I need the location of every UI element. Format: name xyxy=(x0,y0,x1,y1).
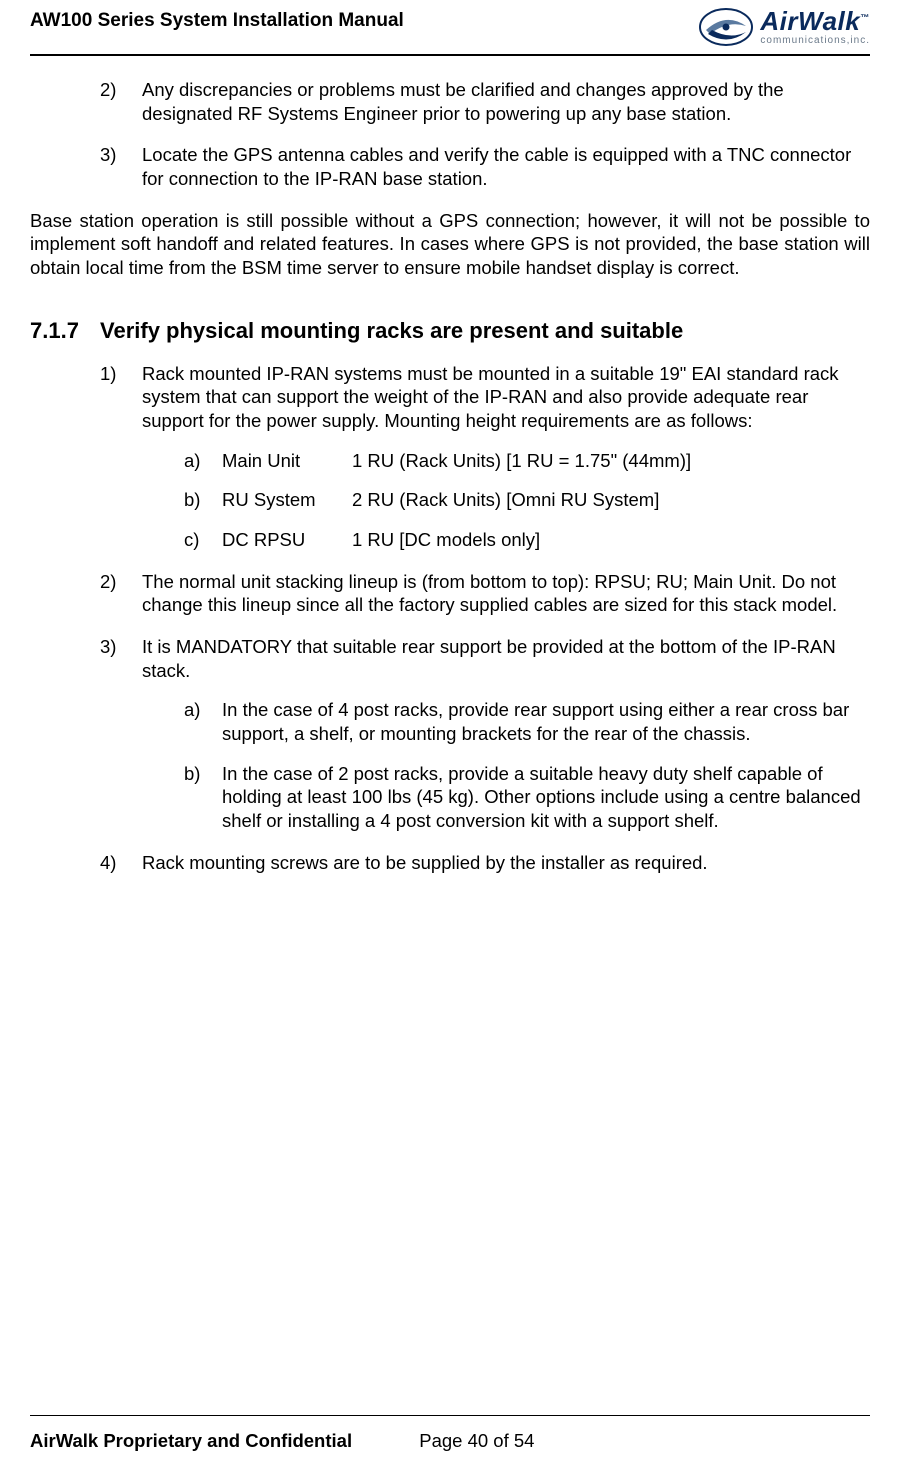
alpha-marker: a) xyxy=(184,698,200,722)
list-text: Any discrepancies or problems must be cl… xyxy=(142,79,784,124)
list-marker: 2) xyxy=(100,570,116,594)
alpha-list: a) In the case of 4 post racks, provide … xyxy=(142,698,870,832)
main-numbered-list: 1) Rack mounted IP-RAN systems must be m… xyxy=(30,362,870,875)
spec-row: DC RPSU 1 RU [DC models only] xyxy=(222,528,870,552)
footer-line: AirWalk Proprietary and Confidential Pag… xyxy=(30,1430,870,1452)
list-marker: 3) xyxy=(100,143,116,167)
list-item: 3) It is MANDATORY that suitable rear su… xyxy=(100,635,870,833)
logo-tm: ™ xyxy=(860,12,870,22)
top-numbered-list: 2) Any discrepancies or problems must be… xyxy=(30,78,870,191)
list-item: c) DC RPSU 1 RU [DC models only] xyxy=(184,528,870,552)
list-text: In the case of 2 post racks, provide a s… xyxy=(222,763,861,831)
list-item: b) RU System 2 RU (Rack Units) [Omni RU … xyxy=(184,488,870,512)
body-paragraph: Base station operation is still possible… xyxy=(30,209,870,280)
alpha-marker: c) xyxy=(184,528,199,552)
list-marker: 3) xyxy=(100,635,116,659)
page-footer: AirWalk Proprietary and Confidential Pag… xyxy=(30,1415,870,1452)
list-item: 3) Locate the GPS antenna cables and ver… xyxy=(100,143,870,190)
document-title: AW100 Series System Installation Manual xyxy=(30,6,404,32)
list-item: 2) The normal unit stacking lineup is (f… xyxy=(100,570,870,617)
spec-value: 1 RU (Rack Units) [1 RU = 1.75" (44mm)] xyxy=(352,449,691,473)
page: AW100 Series System Installation Manual … xyxy=(0,0,900,1476)
list-marker: 1) xyxy=(100,362,116,386)
logo-swirl-icon xyxy=(698,6,754,48)
section-number: 7.1.7 xyxy=(30,318,100,344)
logo-brand-text: AirWalk xyxy=(760,6,860,36)
logo-brand: AirWalk™ xyxy=(760,8,870,34)
alpha-list: a) Main Unit 1 RU (Rack Units) [1 RU = 1… xyxy=(142,449,870,552)
footer-divider xyxy=(30,1415,870,1416)
list-text: The normal unit stacking lineup is (from… xyxy=(142,571,837,616)
list-text: It is MANDATORY that suitable rear suppo… xyxy=(142,636,836,681)
list-text: In the case of 4 post racks, provide rea… xyxy=(222,699,849,744)
alpha-marker: b) xyxy=(184,488,200,512)
list-item: a) Main Unit 1 RU (Rack Units) [1 RU = 1… xyxy=(184,449,870,473)
spec-value: 1 RU [DC models only] xyxy=(352,528,540,552)
spec-row: Main Unit 1 RU (Rack Units) [1 RU = 1.75… xyxy=(222,449,870,473)
section-title: Verify physical mounting racks are prese… xyxy=(100,318,683,344)
list-marker: 2) xyxy=(100,78,116,102)
list-item: b) In the case of 2 post racks, provide … xyxy=(184,762,870,833)
spec-row: RU System 2 RU (Rack Units) [Omni RU Sys… xyxy=(222,488,870,512)
footer-confidential: AirWalk Proprietary and Confidential xyxy=(30,1430,352,1451)
list-item: a) In the case of 4 post racks, provide … xyxy=(184,698,870,745)
spec-label: DC RPSU xyxy=(222,528,352,552)
alpha-marker: a) xyxy=(184,449,200,473)
list-item: 2) Any discrepancies or problems must be… xyxy=(100,78,870,125)
logo-text: AirWalk™ communications,inc. xyxy=(760,8,870,46)
list-text: Rack mounted IP-RAN systems must be moun… xyxy=(142,363,839,431)
footer-page-number: Page 40 of 54 xyxy=(419,1430,534,1451)
list-text: Locate the GPS antenna cables and verify… xyxy=(142,144,851,189)
logo-subtitle: communications,inc. xyxy=(760,36,870,46)
page-header: AW100 Series System Installation Manual … xyxy=(30,0,870,48)
list-item: 1) Rack mounted IP-RAN systems must be m… xyxy=(100,362,870,552)
list-item: 4) Rack mounting screws are to be suppli… xyxy=(100,851,870,875)
spec-label: Main Unit xyxy=(222,449,352,473)
list-marker: 4) xyxy=(100,851,116,875)
list-text: Rack mounting screws are to be supplied … xyxy=(142,852,708,873)
spec-label: RU System xyxy=(222,488,352,512)
spec-value: 2 RU (Rack Units) [Omni RU System] xyxy=(352,488,659,512)
alpha-marker: b) xyxy=(184,762,200,786)
page-content: 2) Any discrepancies or problems must be… xyxy=(30,56,870,874)
section-heading: 7.1.7 Verify physical mounting racks are… xyxy=(30,318,870,344)
logo: AirWalk™ communications,inc. xyxy=(698,6,870,48)
